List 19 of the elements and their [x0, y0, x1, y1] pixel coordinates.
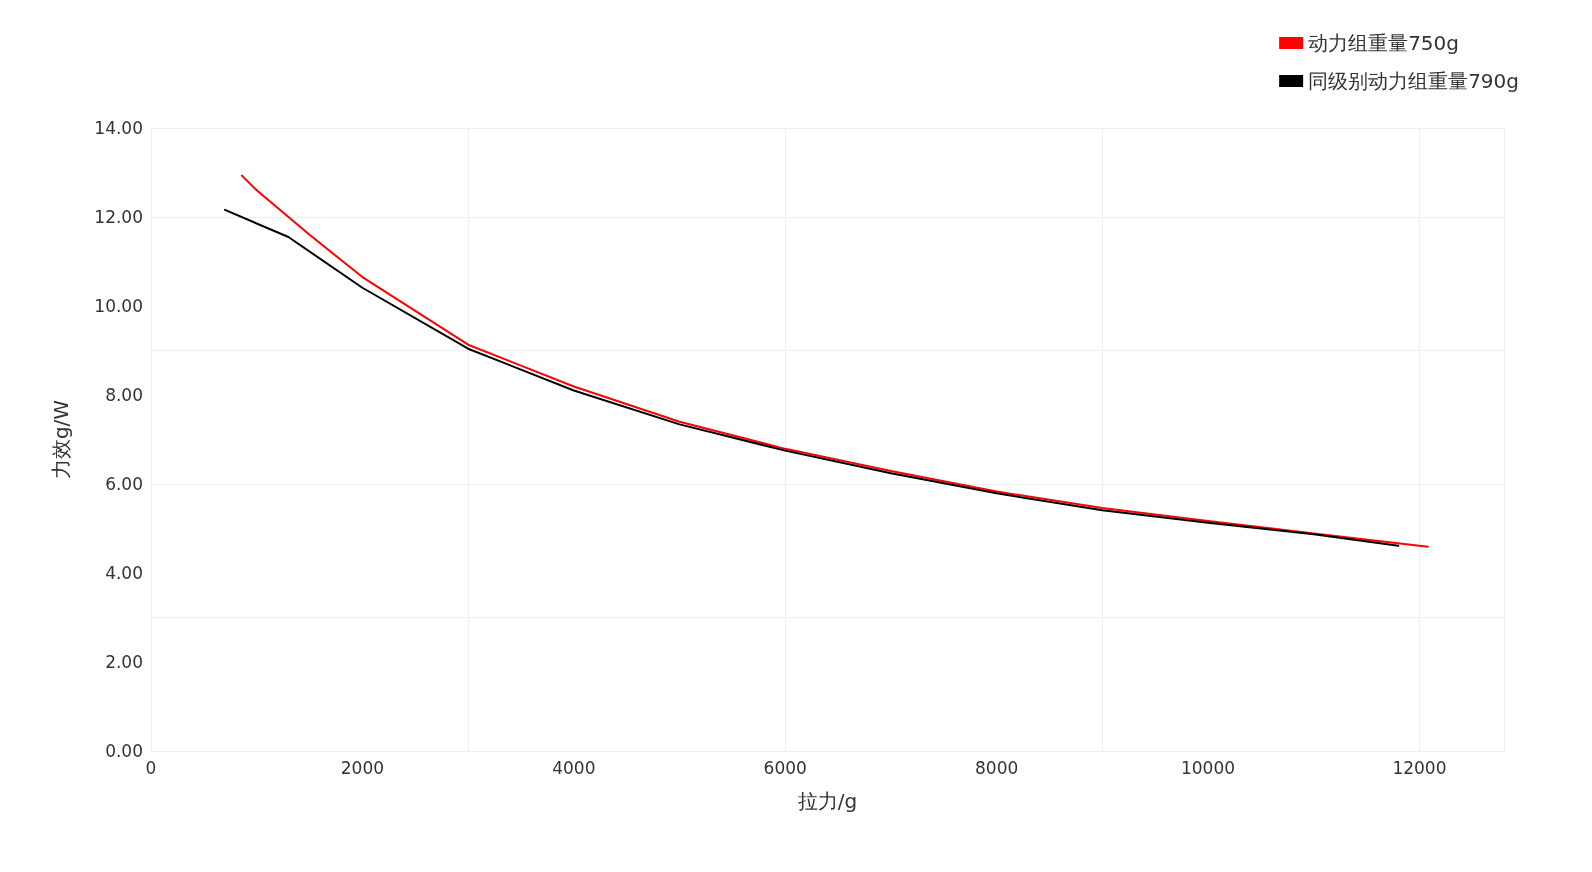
y-tick-label: 14.00 [94, 118, 143, 138]
y-tick-label: 8.00 [105, 385, 143, 405]
x-tick-label: 6000 [763, 757, 807, 778]
y-tick-label: 10.00 [94, 296, 143, 316]
x-tick-label: 4000 [552, 757, 596, 778]
legend-label: 同级别动力组重量790g [1308, 69, 1520, 93]
x-tick-label: 8000 [974, 757, 1019, 778]
y-tick-label: 2.00 [105, 652, 143, 672]
x-tick-label: 0 [145, 757, 157, 778]
y-tick-label: 6.00 [105, 474, 143, 494]
y-tick-label: 0.00 [105, 741, 143, 761]
x-tick-label: 12000 [1392, 757, 1447, 778]
x-axis-title: 拉力/g [797, 789, 858, 813]
x-tick-label: 2000 [340, 757, 385, 778]
y-tick-label: 4.00 [105, 563, 143, 583]
legend-label: 动力组重量750g [1308, 31, 1460, 55]
x-tick-label: 10000 [1180, 757, 1236, 778]
y-axis-title: 力效g/W [49, 399, 73, 480]
y-tick-label: 12.00 [94, 207, 143, 227]
